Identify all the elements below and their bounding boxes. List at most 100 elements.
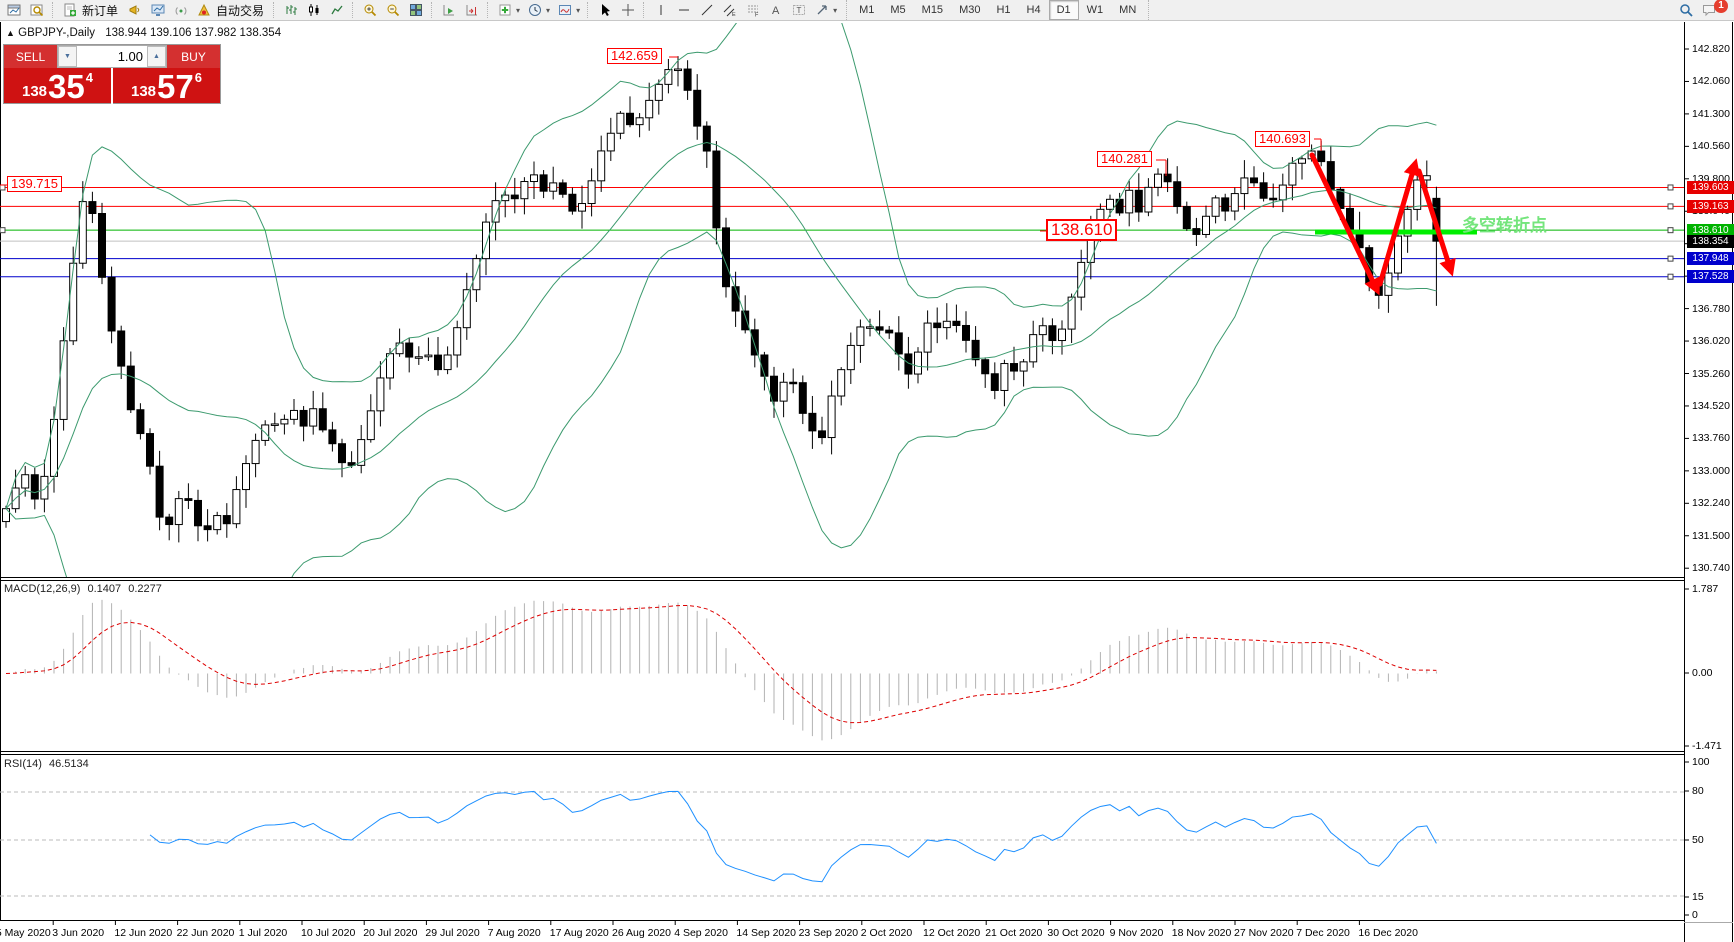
line-handle[interactable]	[1667, 255, 1674, 262]
toolbar-separator	[273, 2, 275, 18]
line-handle[interactable]	[1667, 273, 1674, 280]
line-chart-button[interactable]	[325, 0, 348, 20]
tf-button-M15[interactable]: M15	[921, 4, 944, 16]
new-order-button[interactable]	[58, 0, 81, 20]
add-indicator-dropdown-caret[interactable]: ▾	[516, 5, 521, 15]
collapse-expand-icon[interactable]: ▲	[6, 28, 15, 38]
crosshair-button[interactable]	[616, 0, 639, 20]
sell-price-figure: 138	[22, 83, 48, 100]
price-level-box-140.693[interactable]: 140.693	[1255, 131, 1310, 147]
add-indicator-icon	[498, 3, 512, 17]
equidistant-channel-button[interactable]: E	[718, 0, 741, 20]
trend-line-button[interactable]	[695, 0, 718, 20]
zigzag-arrow[interactable]	[1377, 158, 1421, 287]
line-chart-icon	[330, 3, 344, 17]
rsi-scale-label: 80	[1692, 785, 1704, 797]
line-handle[interactable]	[1667, 203, 1674, 210]
date-label: 7 Aug 2020	[487, 927, 541, 939]
tf-button-M30[interactable]: M30	[959, 4, 981, 16]
price-tick-label: 133.000	[1692, 464, 1730, 477]
chat-unread-badge: 1	[1714, 0, 1728, 13]
profiles-button[interactable]	[25, 0, 48, 20]
tf-button-MN[interactable]: MN	[1119, 4, 1137, 16]
tf-button-M5[interactable]: M5	[890, 4, 906, 16]
sell-price[interactable]: 138 35 4	[4, 68, 111, 104]
tf-button-H1[interactable]: H1	[996, 4, 1011, 16]
text-label-button[interactable]: T	[787, 0, 810, 20]
signals-button[interactable]	[169, 0, 192, 20]
rsi-scale-label: 15	[1692, 891, 1704, 903]
toolbar-separator	[587, 2, 589, 18]
zoom-out-button[interactable]	[381, 0, 404, 20]
arrows-button[interactable]	[810, 0, 833, 20]
date-label: 9 Nov 2020	[1109, 927, 1164, 939]
sell-button[interactable]: SELL	[4, 45, 57, 68]
add-indicator-button[interactable]	[493, 0, 516, 20]
price-level-box-138.610[interactable]: 138.610	[1046, 219, 1118, 241]
cursor-icon	[598, 3, 612, 17]
horizontal-line-button[interactable]	[672, 0, 695, 20]
crosshair-icon	[621, 3, 635, 17]
search-button[interactable]	[1674, 0, 1697, 20]
new-order-label[interactable]: 新订单	[82, 3, 119, 18]
fibonacci-button[interactable]: F	[741, 0, 764, 20]
tf-button-M1[interactable]: M1	[859, 4, 875, 16]
price-level-box-140.281[interactable]: 140.281	[1097, 151, 1152, 167]
autotrade-button[interactable]	[192, 0, 215, 20]
buy-price[interactable]: 138 57 6	[113, 68, 220, 104]
tf-button-H4[interactable]: H4	[1026, 4, 1041, 16]
rsi-line	[149, 790, 1437, 883]
templates-dropdown-caret[interactable]: ▾	[576, 5, 581, 15]
price-level-box-139.715[interactable]: 139.715	[7, 176, 62, 192]
price-tick-label: 131.500	[1692, 529, 1730, 542]
publish-chart-button[interactable]	[146, 0, 169, 20]
zoom-in-button[interactable]	[358, 0, 381, 20]
candle-chart-button[interactable]	[302, 0, 325, 20]
bar-chart-button[interactable]	[279, 0, 302, 20]
auto-scroll-button[interactable]	[437, 0, 460, 20]
chart-window-button[interactable]	[2, 0, 25, 20]
text-button[interactable]: A	[764, 0, 787, 20]
macd-scale-label: -1.471	[1692, 740, 1722, 752]
price-tick-label: 141.300	[1692, 107, 1730, 120]
cursor-button[interactable]	[593, 0, 616, 20]
periods-dropdown-caret[interactable]: ▾	[546, 5, 551, 15]
turning-point-annotation[interactable]: 多空转折点	[1462, 216, 1547, 235]
alerts-button[interactable]	[123, 0, 146, 20]
price-tick-label: 136.020	[1692, 335, 1730, 348]
search-icon	[1679, 3, 1693, 17]
vertical-line-button[interactable]	[649, 0, 672, 20]
volume-increase-button[interactable]: ▲	[147, 46, 166, 67]
price-level-box-142.659[interactable]: 142.659	[607, 48, 662, 64]
chart-shift-button[interactable]	[460, 0, 483, 20]
date-label: 21 Oct 2020	[985, 927, 1043, 939]
line-handle[interactable]	[0, 184, 6, 191]
toolbar-separator	[643, 2, 645, 18]
volume-input[interactable]	[77, 46, 147, 67]
tf-button-D1[interactable]: D1	[1048, 0, 1079, 20]
date-label: 23 Sep 2020	[798, 927, 859, 939]
date-label: 12 Oct 2020	[923, 927, 981, 939]
templates-button[interactable]	[553, 0, 576, 20]
periods-button[interactable]	[523, 0, 546, 20]
volume-decrease-button[interactable]: ▼	[58, 46, 77, 67]
templates-icon	[558, 3, 572, 17]
svg-text:T: T	[796, 6, 801, 15]
main-price-plot[interactable]	[0, 0, 1684, 640]
ohlc-values: 138.944 139.106 137.982 138.354	[105, 27, 282, 39]
tf-button-W1[interactable]: W1	[1086, 4, 1104, 16]
tile-windows-icon	[409, 3, 423, 17]
line-handle[interactable]	[1667, 227, 1674, 234]
zigzag-arrow[interactable]	[1416, 168, 1456, 277]
zigzag-arrow[interactable]	[1309, 152, 1380, 296]
date-label: 27 Nov 2020	[1234, 927, 1294, 939]
arrows-dropdown-caret[interactable]: ▾	[833, 5, 838, 15]
drawn-annotations[interactable]	[0, 56, 1477, 296]
vertical-line-icon	[654, 3, 668, 17]
autotrade-label[interactable]: 自动交易	[216, 3, 265, 18]
tile-windows-button[interactable]	[404, 0, 427, 20]
buy-button[interactable]: BUY	[167, 45, 220, 68]
line-handle[interactable]	[0, 227, 6, 234]
line-handle[interactable]	[1667, 184, 1674, 191]
